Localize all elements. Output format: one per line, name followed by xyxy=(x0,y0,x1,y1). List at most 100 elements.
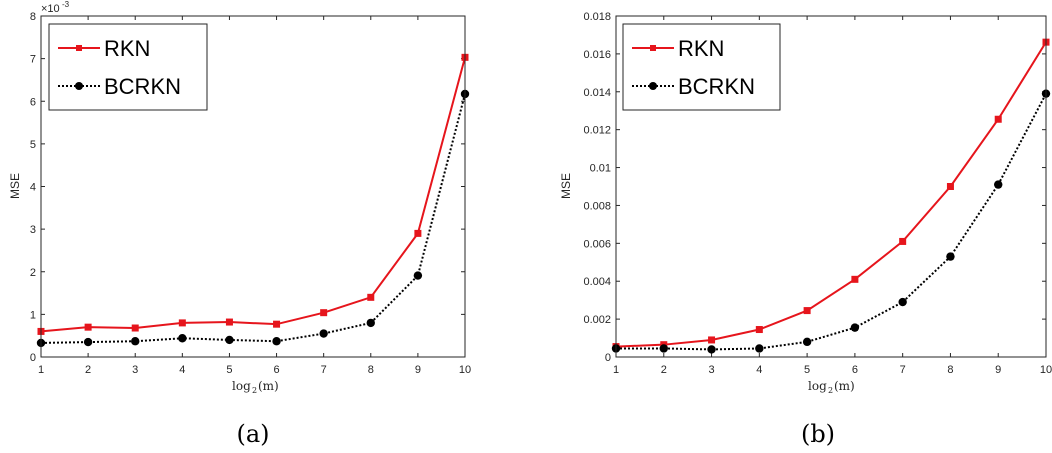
data-point-bcrkn xyxy=(272,337,281,346)
legend-box xyxy=(622,23,781,111)
y-tick-label: 7 xyxy=(30,54,36,66)
data-point-bcrkn xyxy=(413,271,423,280)
legend-marker-bcrkn xyxy=(649,82,657,90)
data-point-bcrkn xyxy=(898,297,907,307)
x-tick-label: 4 xyxy=(179,364,185,376)
panel-caption: (a) xyxy=(236,420,269,448)
data-point-rkn xyxy=(851,275,859,283)
y-tick-label: 8 xyxy=(30,11,36,23)
x-axis-label-base: log xyxy=(808,379,827,393)
data-point-bcrkn xyxy=(850,323,860,332)
x-tick-label: 3 xyxy=(132,364,138,376)
exponent-base: ×10 xyxy=(41,3,60,15)
data-point-rkn xyxy=(803,307,811,315)
data-point-rkn xyxy=(225,318,233,326)
data-point-bcrkn xyxy=(659,344,668,353)
y-axis-label: MSE xyxy=(559,173,573,199)
data-point-rkn xyxy=(273,320,281,328)
data-point-bcrkn xyxy=(225,335,234,345)
y-tick-label: 0.004 xyxy=(583,276,611,288)
y-tick-label: 0.002 xyxy=(583,314,611,326)
y-tick-label: 0.018 xyxy=(583,11,611,23)
data-point-bcrkn xyxy=(946,252,955,261)
y-tick-label: 4 xyxy=(30,182,36,194)
data-point-rkn xyxy=(994,115,1002,123)
legend-label-bcrkn: BCRKN xyxy=(104,74,181,99)
data-point-rkn xyxy=(131,324,139,332)
legend-label-rkn: RKN xyxy=(104,36,150,61)
y-tick-label: 0 xyxy=(30,352,36,364)
data-point-rkn xyxy=(84,323,92,331)
plot-frame xyxy=(615,15,1047,358)
data-point-bcrkn xyxy=(131,337,140,346)
series-line-bcrkn xyxy=(616,93,1047,351)
y-tick-label: 0.01 xyxy=(590,163,611,175)
x-tick-label: 9 xyxy=(995,364,1001,376)
data-point-rkn xyxy=(899,237,907,245)
legend-label-rkn: RKN xyxy=(678,36,724,61)
data-point-bcrkn xyxy=(366,318,375,328)
plot-frame xyxy=(40,15,466,358)
y-tick-label: 1 xyxy=(30,309,36,321)
x-axis-label-subscript: 2 xyxy=(252,386,257,395)
x-tick-label: 8 xyxy=(368,364,374,376)
x-axis-label: log 2 (m) xyxy=(232,379,279,395)
x-tick-label: 2 xyxy=(85,364,91,376)
x-tick-label: 5 xyxy=(226,364,232,376)
x-tick-label: 3 xyxy=(708,364,714,376)
y-tick-label: 5 xyxy=(30,139,36,151)
x-tick-label: 1 xyxy=(38,364,44,376)
x-tick-label: 6 xyxy=(852,364,858,376)
x-tick-label: 2 xyxy=(661,364,667,376)
y-tick-label: 0.008 xyxy=(583,200,611,212)
x-axis-label-argument: (m) xyxy=(258,379,279,393)
legend-label-bcrkn: BCRKN xyxy=(678,74,755,99)
y-tick-label: 0.016 xyxy=(583,49,611,61)
x-tick-label: 7 xyxy=(321,364,327,376)
x-axis-label-base: log xyxy=(232,379,251,393)
x-tick-label: 1 xyxy=(613,364,619,376)
y-tick-label: 0.014 xyxy=(583,87,611,99)
chart-panel-b: 1 2 3 4 5 6 7 8 9 10 0 0.002 0.004 0.006 0.008 0.01 0.01… xyxy=(559,11,1052,448)
x-axis-label-argument: (m) xyxy=(834,379,855,393)
data-point-bcrkn xyxy=(755,344,764,353)
data-point-bcrkn xyxy=(802,337,812,347)
exponent-power: -3 xyxy=(62,0,70,9)
x-tick-label: 10 xyxy=(459,364,471,376)
panel-caption: (b) xyxy=(801,420,835,448)
y-exponent-label: ×10 -3 xyxy=(41,0,70,15)
legend-marker-rkn xyxy=(76,45,82,51)
x-axis-label: log 2 (m) xyxy=(808,379,855,395)
data-point-bcrkn xyxy=(83,337,93,347)
legend: RKN BCRKN xyxy=(622,23,781,111)
data-point-rkn xyxy=(367,293,375,301)
x-tick-label: 9 xyxy=(415,364,421,376)
x-tick-label: 4 xyxy=(756,364,762,376)
y-tick-label: 0.012 xyxy=(583,125,611,137)
x-axis-label-subscript: 2 xyxy=(828,386,833,395)
data-point-rkn xyxy=(708,336,716,344)
data-point-rkn xyxy=(178,319,186,327)
y-tick-label: 6 xyxy=(30,96,36,108)
data-point-bcrkn xyxy=(178,334,187,343)
x-tick-label: 10 xyxy=(1040,364,1052,376)
data-point-bcrkn xyxy=(319,329,328,338)
y-axis-label: MSE xyxy=(8,173,22,199)
legend-marker-bcrkn xyxy=(75,82,83,90)
data-point-bcrkn xyxy=(707,345,716,354)
data-point-bcrkn xyxy=(994,180,1003,189)
x-tick-label: 7 xyxy=(900,364,906,376)
legend: RKN BCRKN xyxy=(48,23,208,111)
y-tick-label: 3 xyxy=(30,224,36,236)
x-tick-label: 6 xyxy=(273,364,279,376)
x-tick-label: 5 xyxy=(804,364,810,376)
data-point-rkn xyxy=(946,183,954,190)
x-tick-label: 8 xyxy=(947,364,953,376)
legend-box xyxy=(48,23,208,111)
legend-marker-rkn xyxy=(650,45,656,51)
y-tick-label: 0.006 xyxy=(583,238,611,250)
data-point-rkn xyxy=(320,309,328,317)
data-point-rkn xyxy=(755,326,763,334)
